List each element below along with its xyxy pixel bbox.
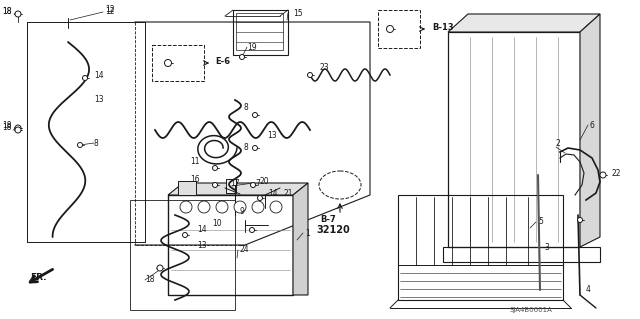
- Text: 18: 18: [145, 276, 154, 285]
- Bar: [178, 181, 196, 195]
- Circle shape: [250, 182, 255, 188]
- Circle shape: [180, 201, 192, 213]
- Text: B-7: B-7: [320, 216, 336, 225]
- Bar: [27, 22, 145, 242]
- Circle shape: [216, 201, 228, 213]
- Circle shape: [15, 11, 21, 17]
- Text: 6: 6: [590, 121, 595, 130]
- Bar: [398, 195, 563, 300]
- Bar: [398, 265, 563, 300]
- Text: 14: 14: [268, 189, 278, 198]
- Text: 18: 18: [2, 122, 12, 130]
- Circle shape: [15, 125, 21, 131]
- Polygon shape: [168, 183, 308, 195]
- Circle shape: [250, 227, 255, 233]
- Text: E-6: E-6: [215, 57, 230, 66]
- Bar: [448, 32, 580, 247]
- Text: 13: 13: [197, 241, 207, 249]
- Text: 24: 24: [240, 246, 250, 255]
- Polygon shape: [580, 14, 600, 247]
- Circle shape: [83, 76, 88, 80]
- Circle shape: [577, 218, 582, 222]
- Circle shape: [212, 182, 218, 188]
- Circle shape: [252, 201, 264, 213]
- Bar: [233, 10, 288, 55]
- Text: 3: 3: [544, 243, 549, 253]
- Text: 13: 13: [94, 95, 104, 105]
- Circle shape: [253, 113, 257, 117]
- Text: 2: 2: [556, 138, 561, 147]
- Circle shape: [77, 143, 83, 147]
- Text: +: +: [183, 204, 189, 210]
- Text: 4: 4: [586, 286, 591, 294]
- Text: 13: 13: [267, 130, 276, 139]
- Polygon shape: [293, 183, 308, 295]
- Text: 18: 18: [2, 123, 12, 132]
- Circle shape: [198, 201, 210, 213]
- Bar: [27, 22, 145, 242]
- Text: 17: 17: [230, 179, 239, 188]
- Text: 14: 14: [94, 71, 104, 80]
- Text: 10: 10: [212, 219, 222, 228]
- Text: 12: 12: [105, 8, 115, 17]
- Circle shape: [270, 201, 282, 213]
- Bar: [236, 13, 283, 50]
- Bar: [443, 247, 600, 262]
- Text: 23: 23: [320, 63, 330, 72]
- Circle shape: [239, 55, 244, 60]
- Text: 14: 14: [197, 226, 207, 234]
- Bar: [130, 200, 235, 310]
- Text: SJA4B0601A: SJA4B0601A: [510, 307, 553, 313]
- Text: 8: 8: [243, 103, 248, 113]
- Circle shape: [15, 127, 21, 133]
- Bar: [152, 45, 204, 81]
- Circle shape: [234, 201, 246, 213]
- Text: 16: 16: [190, 175, 200, 184]
- Text: 1: 1: [305, 228, 310, 238]
- Polygon shape: [448, 14, 600, 32]
- Circle shape: [164, 60, 172, 66]
- Text: 20: 20: [260, 176, 269, 186]
- Text: +: +: [219, 204, 225, 210]
- Text: 12: 12: [105, 5, 115, 14]
- Text: 15: 15: [293, 9, 303, 18]
- Text: 21: 21: [283, 189, 292, 197]
- Text: 22: 22: [612, 169, 621, 179]
- Text: +: +: [255, 204, 261, 210]
- Bar: [168, 195, 293, 295]
- Text: 5: 5: [538, 218, 543, 226]
- Circle shape: [182, 233, 188, 238]
- Text: 18: 18: [2, 8, 12, 17]
- Text: 7: 7: [255, 179, 260, 188]
- Text: 18: 18: [2, 8, 12, 17]
- Text: B-13: B-13: [432, 24, 454, 33]
- Text: 9: 9: [240, 207, 245, 217]
- Text: 11: 11: [191, 158, 200, 167]
- Circle shape: [600, 172, 606, 178]
- Text: FR.: FR.: [29, 273, 46, 283]
- Bar: [226, 179, 236, 193]
- Text: 32120: 32120: [316, 225, 349, 235]
- Bar: [378, 10, 420, 48]
- Circle shape: [157, 265, 163, 271]
- Circle shape: [307, 72, 312, 78]
- Circle shape: [257, 196, 262, 201]
- Text: 8: 8: [243, 144, 248, 152]
- Circle shape: [212, 166, 218, 170]
- Circle shape: [253, 145, 257, 151]
- Text: 8: 8: [94, 138, 99, 147]
- Text: 19: 19: [247, 42, 257, 51]
- Circle shape: [387, 26, 394, 33]
